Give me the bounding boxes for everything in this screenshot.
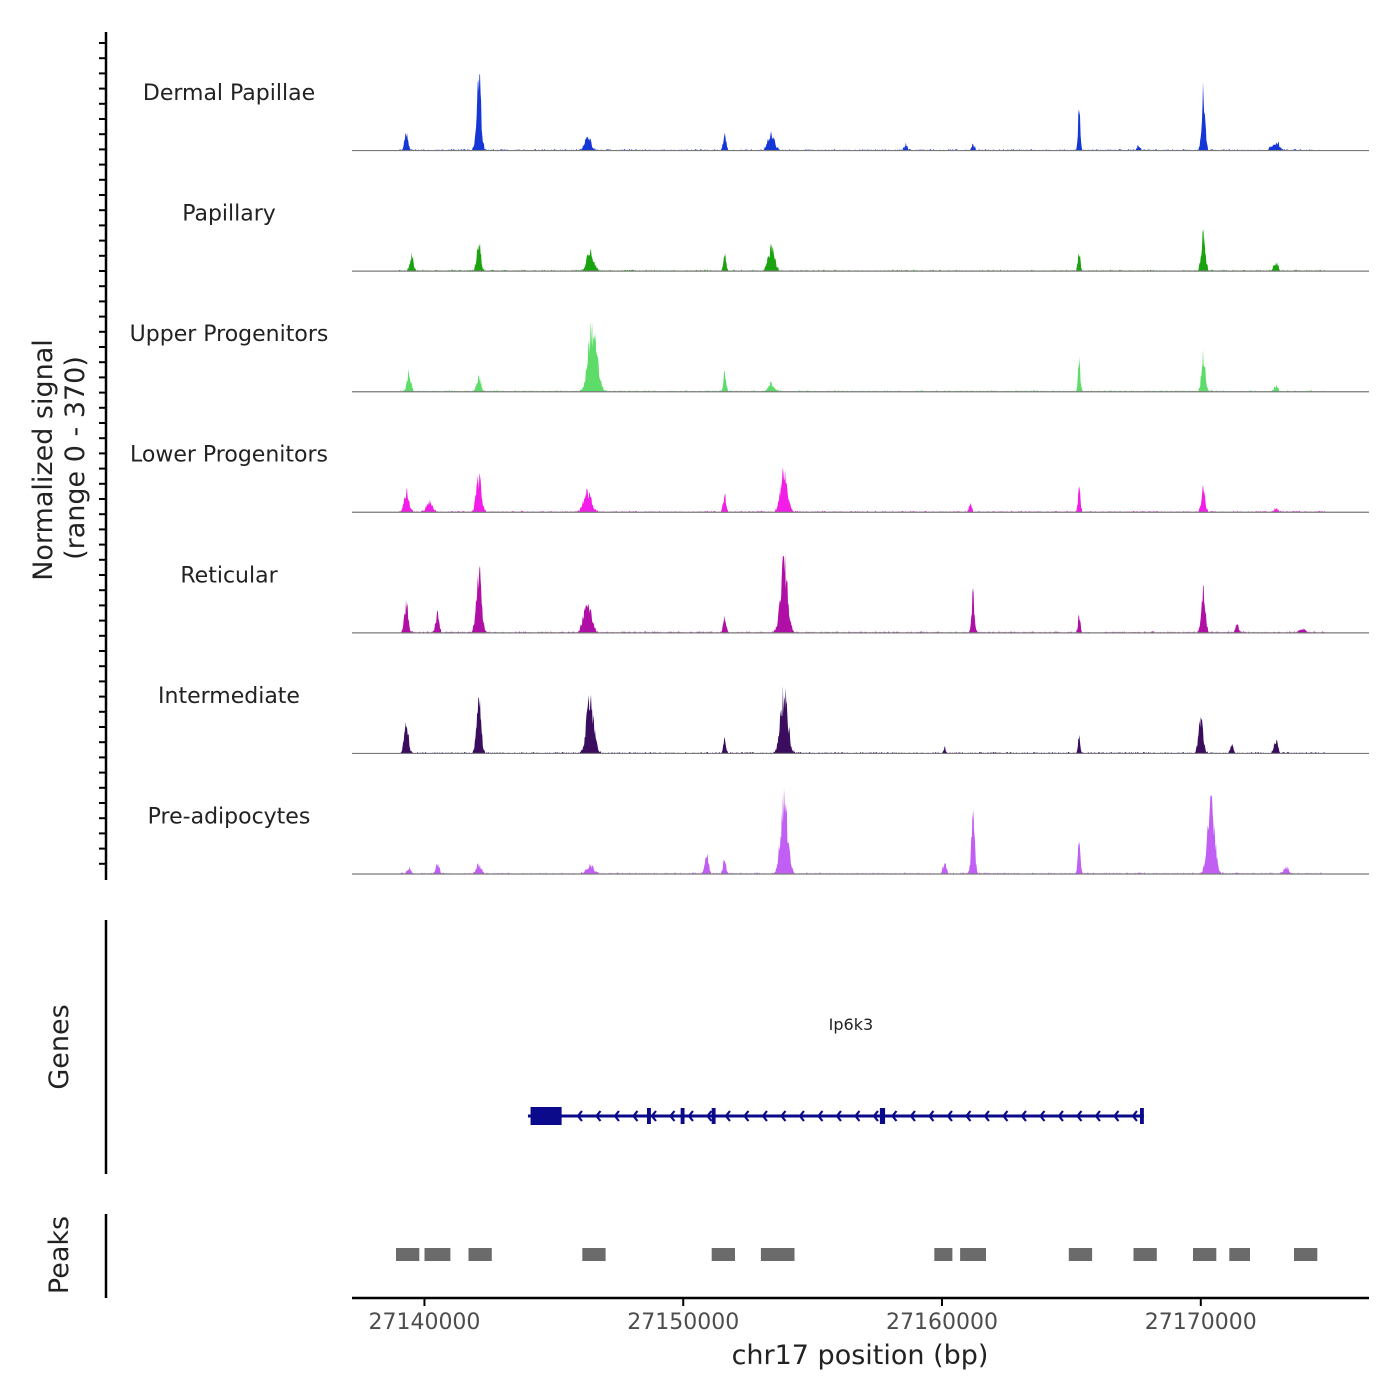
track-1: Dermal Papillae: [143, 74, 1369, 152]
track-5: Reticular: [180, 552, 1369, 634]
y-axis-label-line1: Normalized signal: [28, 339, 59, 581]
strand-arrow: [1113, 1110, 1120, 1122]
peak-region-11: [1193, 1248, 1217, 1261]
x-axis-label: chr17 position (bp): [732, 1340, 989, 1371]
peak-region-5: [711, 1248, 735, 1261]
peak-region-2: [424, 1248, 451, 1261]
peak-region-13: [1294, 1248, 1318, 1261]
x-axis-ticks: 27140000 27150000 27160000 27170000: [368, 1298, 1257, 1335]
strand-arrow: [1131, 1110, 1138, 1122]
track-7: Pre-adipocytes: [148, 787, 1369, 875]
strand-arrow: [909, 1110, 916, 1122]
strand-arrow: [1094, 1110, 1101, 1122]
peak-region-7: [934, 1248, 953, 1261]
strand-arrow: [946, 1110, 953, 1122]
strand-arrow: [891, 1110, 898, 1122]
strand-arrow: [632, 1110, 639, 1122]
x-tick-label: 27170000: [1145, 1310, 1257, 1335]
gene-exon: [647, 1108, 651, 1124]
peak-region-3: [468, 1248, 492, 1261]
strand-arrow: [687, 1110, 694, 1122]
strand-arrow: [650, 1110, 657, 1122]
strand-arrow: [780, 1110, 787, 1122]
track-6: Intermediate: [158, 684, 1369, 755]
gene-exon: [680, 1108, 685, 1124]
strand-arrow: [1076, 1110, 1083, 1122]
strand-arrow: [854, 1110, 861, 1122]
strand-arrow: [1020, 1110, 1027, 1122]
peak-region-12: [1229, 1248, 1250, 1261]
strand-arrow: [1057, 1110, 1064, 1122]
track-2: Papillary: [182, 202, 1369, 272]
x-tick-label: 27160000: [886, 1310, 998, 1335]
strand-arrow: [1039, 1110, 1046, 1122]
gene-1: Ip6k3: [527, 1015, 1144, 1125]
track-label-5: Reticular: [180, 563, 278, 588]
track-label-3: Upper Progenitors: [130, 322, 329, 347]
strand-arrow: [595, 1110, 602, 1122]
strand-arrow: [576, 1110, 583, 1122]
gene-exon-thick: [530, 1107, 562, 1125]
x-tick-label: 27150000: [627, 1310, 739, 1335]
strand-arrow: [928, 1110, 935, 1122]
genes-panel-label: Genes: [44, 1004, 75, 1089]
strand-arrow: [872, 1110, 879, 1122]
strand-arrow: [983, 1110, 990, 1122]
peak-region-8: [960, 1248, 986, 1261]
peak-region-1: [396, 1248, 420, 1261]
signal-tracks: Dermal Papillae Papillary Upper Progenitor…: [130, 74, 1369, 875]
strand-arrow: [706, 1110, 713, 1122]
peak-region-9: [1068, 1248, 1093, 1261]
track-3: Upper Progenitors: [130, 321, 1369, 393]
strand-arrow: [835, 1110, 842, 1122]
track-label-6: Intermediate: [158, 684, 300, 709]
peaks-track: [396, 1248, 1318, 1261]
strand-arrow: [798, 1110, 805, 1122]
strand-arrow: [724, 1110, 731, 1122]
peaks-panel-label: Peaks: [44, 1216, 75, 1294]
strand-arrow: [613, 1110, 620, 1122]
peak-region-10: [1133, 1248, 1157, 1261]
track-label-2: Papillary: [182, 202, 276, 227]
strand-arrow: [965, 1110, 972, 1122]
x-tick-label: 27140000: [368, 1310, 480, 1335]
strand-arrow: [669, 1110, 676, 1122]
strand-arrow: [743, 1110, 750, 1122]
gene-name-label: Ip6k3: [829, 1015, 874, 1034]
peak-region-4: [582, 1248, 606, 1261]
coverage-y-ticks: [99, 42, 106, 865]
gene-exon: [1139, 1108, 1144, 1124]
gene-exon: [879, 1108, 886, 1124]
strand-arrow: [761, 1110, 768, 1122]
strand-arrow: [1002, 1110, 1009, 1122]
track-label-4: Lower Progenitors: [130, 443, 328, 468]
y-axis-label-line2: (range 0 - 370): [60, 356, 91, 560]
peak-region-6: [760, 1248, 795, 1261]
signal-area-6: [398, 685, 1326, 754]
track-label-1: Dermal Papillae: [143, 81, 315, 106]
strand-arrow: [817, 1110, 824, 1122]
track-label-7: Pre-adipocytes: [148, 804, 311, 829]
gene-track: Ip6k3: [527, 1015, 1144, 1125]
gene-exon: [711, 1108, 716, 1124]
track-4: Lower Progenitors: [130, 443, 1369, 513]
